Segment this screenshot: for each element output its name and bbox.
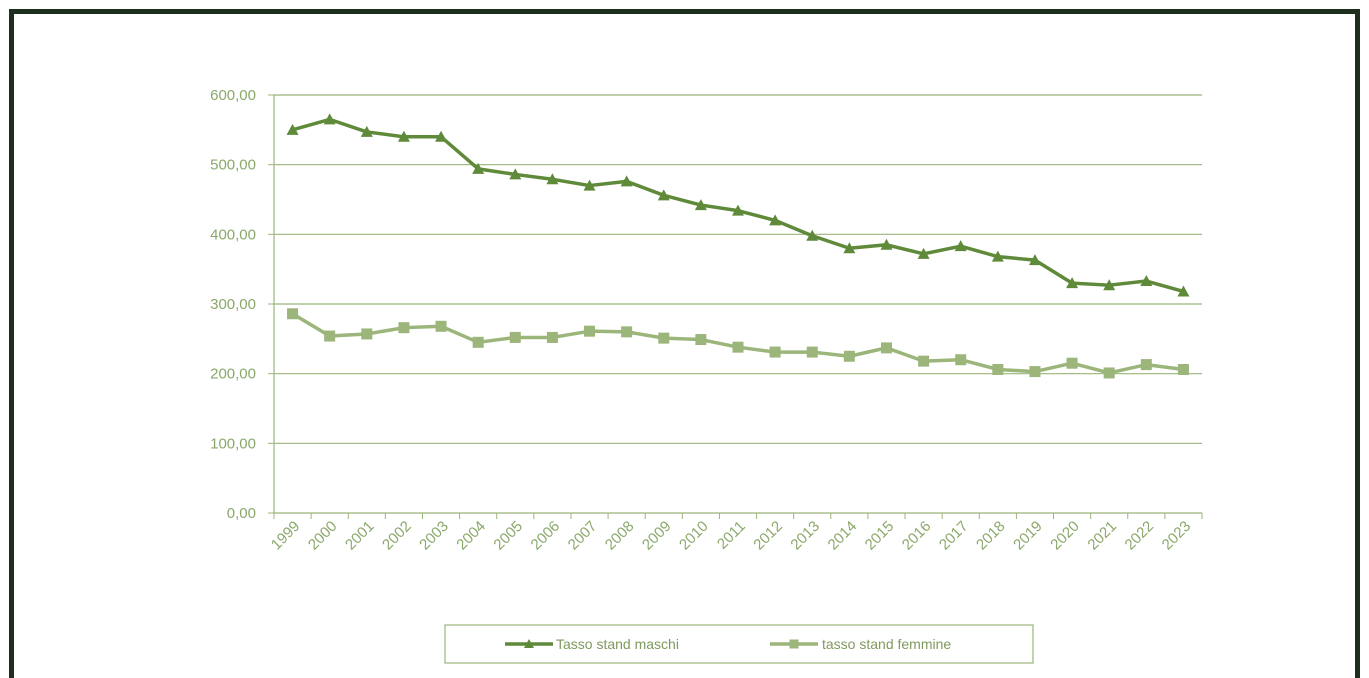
x-tick-label: 2000 xyxy=(305,518,341,554)
data-point xyxy=(546,331,558,343)
data-point xyxy=(397,130,410,142)
data-point xyxy=(361,328,373,340)
x-tick-label: 1999 xyxy=(268,518,304,554)
x-tick-label: 2016 xyxy=(899,518,935,554)
data-point xyxy=(806,346,818,358)
data-point xyxy=(918,355,930,367)
data-point xyxy=(806,229,819,241)
x-tick-label: 2017 xyxy=(936,518,972,554)
data-point xyxy=(323,113,336,125)
data-point xyxy=(286,123,299,135)
data-point xyxy=(1103,367,1115,379)
data-point xyxy=(509,168,522,180)
y-tick-label: 0,00 xyxy=(227,505,256,522)
chart-frame xyxy=(9,9,1360,678)
x-tick-label: 2010 xyxy=(676,518,712,554)
x-tick-label: 2001 xyxy=(342,518,378,554)
y-axis-tick-labels: 0,00 100,00 200,00 300,00 400,00 500,00 600,00 xyxy=(210,87,256,522)
data-point xyxy=(435,320,447,332)
gridlines xyxy=(274,94,1202,444)
data-point xyxy=(1177,285,1190,297)
y-tick-label: 100,00 xyxy=(210,435,256,452)
x-tick-label: 2022 xyxy=(1122,518,1158,554)
data-point xyxy=(621,326,633,338)
data-point xyxy=(732,341,744,353)
x-tick-label: 2020 xyxy=(1047,518,1083,554)
data-point xyxy=(880,238,893,250)
x-tick-label: 2009 xyxy=(639,518,675,554)
legend-triangle-marker xyxy=(524,639,534,648)
data-point xyxy=(287,308,299,320)
data-point xyxy=(843,242,856,254)
x-tick-label: 2021 xyxy=(1084,518,1120,554)
data-point xyxy=(658,332,670,344)
data-point xyxy=(620,175,633,187)
x-tick-label: 2008 xyxy=(602,518,638,554)
x-tick-label: 2002 xyxy=(379,518,415,554)
data-point xyxy=(769,346,781,358)
axes xyxy=(268,94,1203,519)
data-point xyxy=(324,330,336,342)
x-tick-label: 2015 xyxy=(862,518,898,554)
x-tick-label: 2003 xyxy=(416,518,452,554)
data-point xyxy=(880,342,892,354)
x-tick-label: 2012 xyxy=(750,518,786,554)
data-point xyxy=(1028,254,1041,266)
data-point xyxy=(472,162,485,174)
y-tick-label: 200,00 xyxy=(210,366,256,383)
legend: Tasso stand maschi tasso stand femmine xyxy=(444,624,1034,664)
y-tick-label: 400,00 xyxy=(210,226,256,243)
x-tick-label: 2004 xyxy=(453,518,489,554)
data-point xyxy=(1140,275,1153,287)
x-tick-label: 2006 xyxy=(528,518,564,554)
x-tick-label: 2018 xyxy=(973,518,1009,554)
x-tick-label: 2019 xyxy=(1010,518,1046,554)
data-point xyxy=(694,199,707,211)
data-point xyxy=(1140,359,1152,371)
data-point xyxy=(1066,277,1079,289)
x-axis-tick-labels: 1999 2000 2001 2002 2003 2004 2005 2006 2007 2008… xyxy=(268,518,1195,554)
data-point xyxy=(584,325,596,337)
data-point xyxy=(955,354,967,366)
data-point xyxy=(398,322,410,334)
legend-label: Tasso stand maschi xyxy=(556,636,679,652)
data-point xyxy=(583,179,596,191)
data-point xyxy=(917,247,930,259)
x-tick-label: 2013 xyxy=(787,518,823,554)
data-point xyxy=(732,204,744,216)
x-tick-label: 2011 xyxy=(714,518,749,553)
data-point xyxy=(657,189,670,201)
legend-square-marker xyxy=(789,639,799,649)
y-tick-label: 500,00 xyxy=(210,157,256,174)
y-tick-label: 600,00 xyxy=(210,87,256,104)
data-point xyxy=(546,173,559,185)
data-point xyxy=(991,250,1004,262)
y-tick-label: 300,00 xyxy=(210,296,256,313)
data-point xyxy=(695,334,707,346)
series-group xyxy=(286,113,1190,379)
data-point xyxy=(360,125,373,137)
data-point xyxy=(992,363,1004,375)
data-point xyxy=(769,214,782,226)
data-point xyxy=(843,350,855,362)
x-tick-label: 2007 xyxy=(565,518,601,554)
data-point xyxy=(1029,366,1041,378)
data-point xyxy=(954,240,967,252)
x-tick-label: 2014 xyxy=(825,518,861,554)
x-tick-label: 2023 xyxy=(1159,518,1195,554)
data-point xyxy=(1066,357,1078,369)
data-point xyxy=(435,130,448,142)
data-point xyxy=(1177,363,1189,375)
data-point xyxy=(509,331,521,343)
x-tick-label: 2005 xyxy=(490,518,526,554)
data-point xyxy=(472,336,484,348)
legend-label: tasso stand femmine xyxy=(822,636,951,652)
data-point xyxy=(1103,279,1116,291)
